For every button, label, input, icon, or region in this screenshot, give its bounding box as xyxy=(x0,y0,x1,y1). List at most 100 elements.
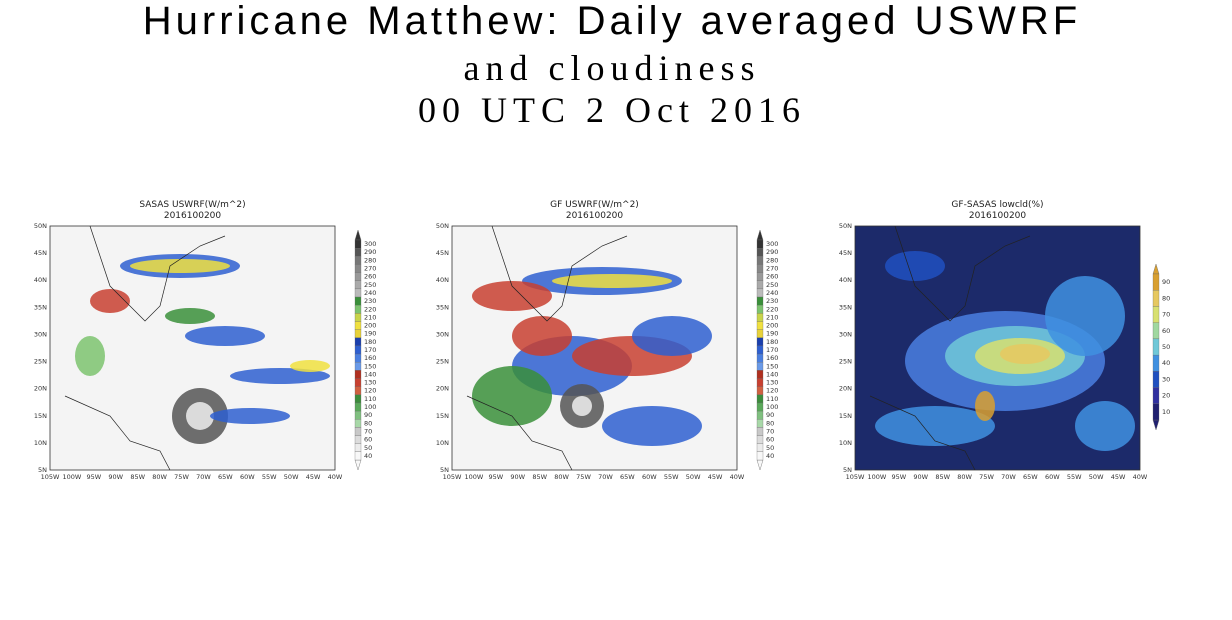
colorbar-label: 290 xyxy=(766,248,778,256)
cloud-field xyxy=(472,366,552,426)
colorbar-label: 190 xyxy=(766,330,778,338)
lat-label: 50N xyxy=(34,222,47,230)
panel-title: SASAS USWRF(W/m^2) xyxy=(139,200,245,210)
panel-title: GF-SASAS lowcld(%) xyxy=(951,200,1043,210)
panel-title: GF USWRF(W/m^2) xyxy=(550,200,639,210)
colorbar-cell xyxy=(354,386,362,395)
cloud-field xyxy=(875,406,995,446)
colorbar-label: 80 xyxy=(766,419,774,427)
colorbar-label: 120 xyxy=(766,387,778,395)
colorbar-cell xyxy=(756,337,764,347)
lon-label: 55W xyxy=(1067,473,1082,481)
colorbar-cell xyxy=(354,410,362,420)
colorbar-cell xyxy=(354,329,362,338)
lon-label: 105W xyxy=(41,473,60,481)
colorbar-cell xyxy=(756,305,764,314)
colorbar-label: 160 xyxy=(766,354,778,362)
lat-label: 45N xyxy=(839,249,852,257)
cloud-field xyxy=(290,360,330,372)
colorbar-label: 70 xyxy=(364,427,372,435)
colorbar-cell xyxy=(354,451,362,461)
colorbar-cell xyxy=(756,410,764,420)
lon-label: 105W xyxy=(846,473,865,481)
colorbar-cell xyxy=(354,256,362,265)
lon-label: 100W xyxy=(868,473,887,481)
colorbar-cell xyxy=(1152,290,1160,307)
colorbar-end xyxy=(756,229,764,241)
colorbar-cell xyxy=(1152,273,1160,291)
colorbar-cell xyxy=(756,239,764,249)
cloud-field xyxy=(1000,344,1050,364)
lat-label: 20N xyxy=(436,385,449,393)
colorbar-cell xyxy=(756,329,764,338)
colorbar-label: 90 xyxy=(1162,278,1170,286)
colorbar-cell xyxy=(354,370,362,379)
map-panel: GF-SASAS lowcld(%)2016100200 50N 45N 40N 35N… xyxy=(839,200,1170,481)
colorbar-label: 230 xyxy=(364,297,376,305)
colorbar-label: 90 xyxy=(766,411,774,419)
cloud-field xyxy=(186,402,214,430)
colorbar-label: 40 xyxy=(766,452,774,460)
cloud-field xyxy=(1045,276,1125,356)
cloud-field xyxy=(602,406,702,446)
colorbar-cell xyxy=(756,272,764,281)
lat-label: 5N xyxy=(843,466,852,474)
lon-label: 100W xyxy=(63,473,82,481)
lon-label: 40W xyxy=(730,473,745,481)
colorbar-cell xyxy=(756,296,764,306)
colorbar-label: 60 xyxy=(1162,327,1170,335)
colorbar-cell xyxy=(756,247,764,257)
colorbar-end xyxy=(354,229,362,241)
colorbar-cell xyxy=(354,264,362,273)
colorbar-label: 280 xyxy=(766,256,778,264)
lon-label: 45W xyxy=(708,473,723,481)
lon-label: 40W xyxy=(1133,473,1148,481)
colorbar-label: 270 xyxy=(364,265,376,273)
cloud-field xyxy=(632,316,712,356)
lon-label: 65W xyxy=(1023,473,1038,481)
title-line: and cloudiness xyxy=(464,48,761,88)
colorbar-label: 100 xyxy=(766,403,778,411)
colorbar-cell xyxy=(354,427,362,436)
lat-label: 15N xyxy=(34,412,47,420)
cloud-field xyxy=(230,368,330,384)
lon-label: 45W xyxy=(306,473,321,481)
colorbar-label: 110 xyxy=(364,395,376,403)
colorbar-label: 70 xyxy=(1162,311,1170,319)
colorbar-cell xyxy=(756,443,764,453)
colorbar-end xyxy=(1152,419,1160,431)
colorbar-label: 90 xyxy=(364,411,372,419)
cloud-field xyxy=(572,396,592,416)
colorbar-label: 80 xyxy=(364,419,372,427)
coastline xyxy=(64,226,226,470)
colorbar-label: 210 xyxy=(364,313,376,321)
lon-label: 60W xyxy=(1045,473,1060,481)
title-line: Hurricane Matthew: Daily averaged USWRF xyxy=(143,0,1081,43)
cloud-field xyxy=(90,289,130,313)
lat-label: 45N xyxy=(436,249,449,257)
colorbar-label: 280 xyxy=(364,256,376,264)
lon-label: 40W xyxy=(328,473,343,481)
lat-label: 15N xyxy=(839,412,852,420)
lon-label: 85W xyxy=(935,473,950,481)
lon-label: 105W xyxy=(443,473,462,481)
colorbar-cell xyxy=(1152,306,1160,323)
lat-label: 35N xyxy=(839,303,852,311)
colorbar-label: 270 xyxy=(766,265,778,273)
lat-label: 5N xyxy=(38,466,47,474)
colorbar-cell xyxy=(354,296,362,306)
cloud-field xyxy=(975,391,995,421)
colorbar-cell xyxy=(756,394,764,404)
colorbar-label: 250 xyxy=(766,281,778,289)
lat-label: 35N xyxy=(436,303,449,311)
colorbar-cell xyxy=(354,362,362,371)
lon-label: 55W xyxy=(664,473,679,481)
colorbar-label: 40 xyxy=(364,452,372,460)
lon-label: 70W xyxy=(196,473,211,481)
colorbar-label: 230 xyxy=(766,297,778,305)
lat-label: 40N xyxy=(34,276,47,284)
cloud-field xyxy=(552,274,672,288)
lon-label: 100W xyxy=(465,473,484,481)
cloud-field xyxy=(1075,401,1135,451)
panel-date: 2016100200 xyxy=(164,211,222,221)
